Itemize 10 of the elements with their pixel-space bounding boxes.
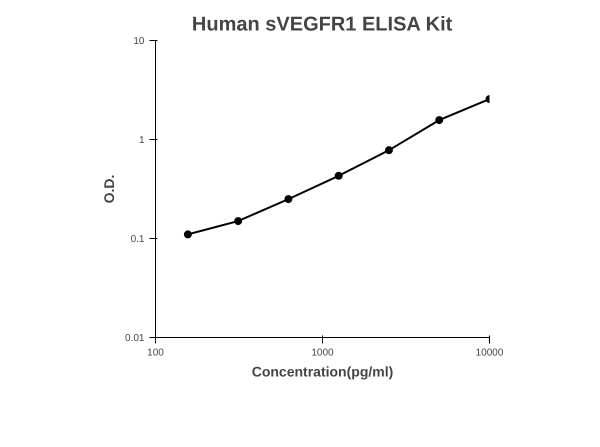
y-tick-label: 10: [133, 36, 145, 47]
chart-title: Human sVEGFR1 ELISA Kit: [192, 14, 453, 36]
x-tick-label: 100: [147, 348, 164, 358]
x-tick-label: 1000: [311, 348, 334, 358]
y-axis-title: O.D.: [101, 174, 118, 204]
x-tick-label: 10000: [476, 348, 504, 358]
x-axis-title: Concentration(pg/ml): [252, 364, 394, 380]
y-tick-label: 0.01: [125, 333, 145, 344]
y-tick-label: 0.1: [130, 234, 145, 245]
y-tick-label: 1: [138, 135, 145, 146]
